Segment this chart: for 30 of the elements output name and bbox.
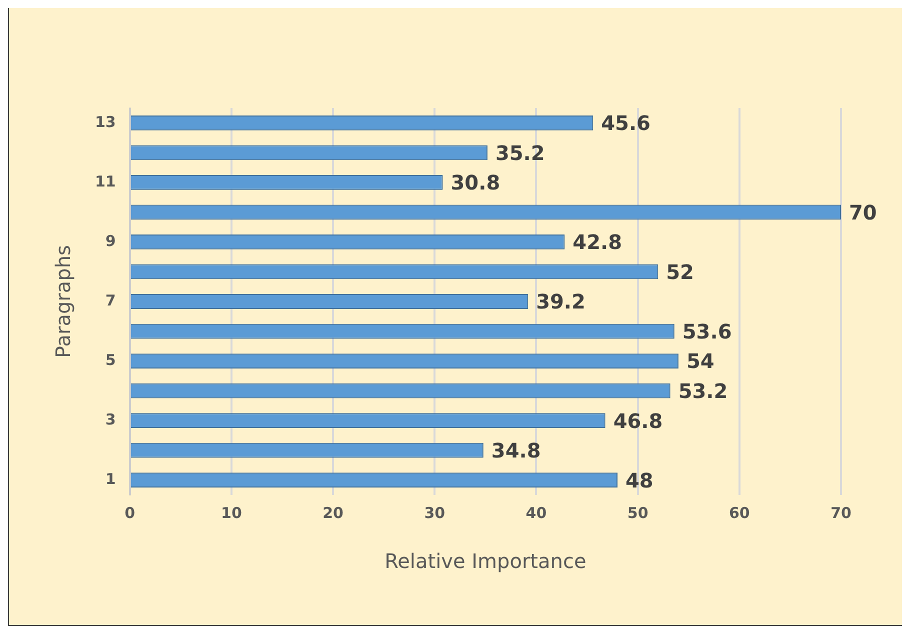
x-axis-title: Relative Importance — [384, 549, 586, 574]
data-label: 35.2 — [495, 140, 545, 165]
x-tick-label: 20 — [322, 504, 344, 522]
x-tick-label: 30 — [424, 504, 446, 522]
data-label: 48 — [626, 468, 654, 492]
x-tick-label: 50 — [627, 504, 648, 522]
y-tick-label: 9 — [105, 232, 116, 250]
y-tick-label: 1 — [105, 470, 116, 488]
data-label: 70 — [849, 200, 877, 224]
data-label: 53.6 — [682, 319, 732, 344]
y-tick-label: 7 — [105, 291, 116, 310]
data-label: 30.8 — [450, 170, 500, 195]
data-label: 39.2 — [536, 290, 586, 314]
x-tick-label: 70 — [830, 504, 852, 522]
y-tick-label: 11 — [95, 172, 116, 190]
y-axis-title: Paragraphs — [51, 245, 76, 358]
x-tick-label: 60 — [728, 504, 750, 522]
data-label: 53.2 — [678, 379, 728, 404]
y-tick-label: 5 — [105, 350, 116, 369]
y-tick-label: 3 — [105, 410, 116, 428]
data-label: 34.8 — [491, 438, 541, 463]
x-tick-label: 0 — [124, 504, 136, 522]
x-tick-label: 10 — [221, 504, 242, 522]
x-tick-label: 40 — [526, 504, 547, 522]
data-label: 42.8 — [572, 230, 622, 254]
data-label: 46.8 — [613, 408, 663, 433]
data-label: 45.6 — [601, 111, 650, 136]
data-label: 54 — [686, 349, 714, 374]
data-label: 52 — [666, 260, 694, 284]
y-tick-label: 13 — [95, 112, 116, 131]
